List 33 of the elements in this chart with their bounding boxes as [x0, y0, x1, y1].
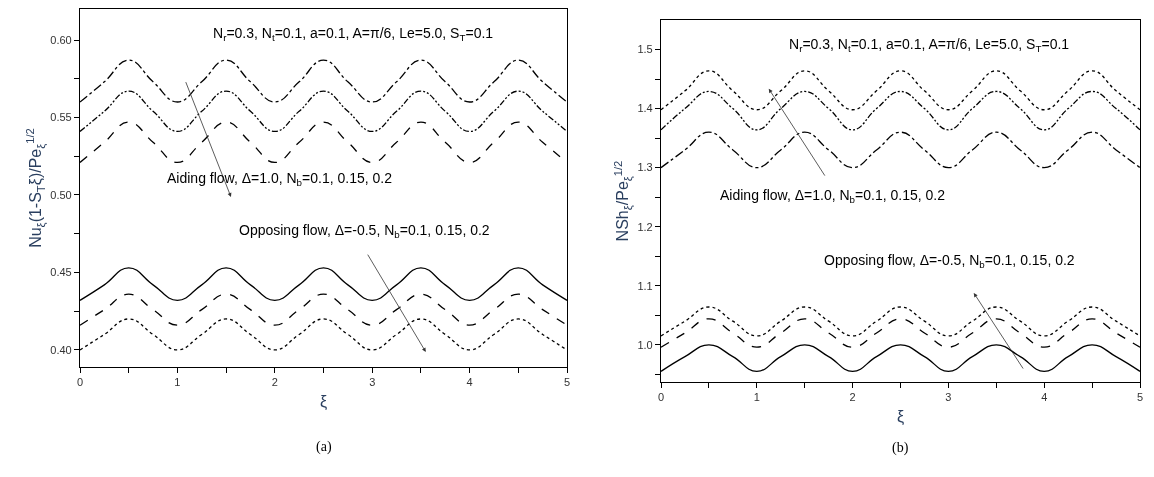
annotation: N$_{r}$=0.3, N$_{t}$=0.1, a=0.1, A=π/6, Le=5.0, S$_{T}$=0.1: [213, 25, 494, 43]
annotation: Aiding flow, Δ=1.0, N$_{b}$=0.1, 0.15, 0.2: [720, 187, 946, 205]
x-tick-label: 0: [657, 391, 665, 404]
y-tick-label: 1.0: [637, 338, 653, 351]
y-tick-label: 1.2: [637, 220, 653, 233]
x-tick-label: 5: [1136, 391, 1144, 404]
x-tick-label: 1: [174, 376, 181, 389]
x-tick-label: 5: [563, 376, 571, 389]
x-tick-label: 1: [753, 391, 760, 404]
annotation: Opposing flow, Δ=-0.5, N$_{b}$=0.1, 0.15, 0.2: [824, 252, 1075, 270]
x-tick-label: 2: [849, 391, 856, 404]
annotation: Aiding flow, Δ=1.0, N$_{b}$=0.1, 0.15, 0.2: [167, 170, 393, 188]
y-tick-label: 0.45: [50, 266, 72, 279]
text: (a): [316, 439, 332, 455]
y-tick-label: 1.5: [637, 43, 653, 56]
x-axis-title: ξ: [896, 408, 905, 426]
text: (b): [892, 440, 909, 456]
y-tick-label: 1.4: [637, 102, 653, 115]
y-tick-label: 1.1: [637, 279, 653, 292]
y-tick-label: 1.3: [637, 161, 653, 174]
x-tick-label: 2: [271, 376, 278, 389]
y-tick-label: 0.60: [50, 33, 72, 46]
x-tick-label: 0: [76, 376, 84, 389]
annotation: Opposing flow, Δ=-0.5, N$_{b}$=0.1, 0.15, 0.2: [239, 222, 490, 240]
x-tick-label: 3: [945, 391, 952, 404]
y-tick-label: 0.50: [50, 188, 72, 201]
annotation: N$_{r}$=0.3, N$_{t}$=0.1, a=0.1, A=π/6, Le=5.0, S$_{T}$=0.1: [789, 36, 1070, 54]
y-tick-label: 0.40: [50, 343, 72, 356]
x-tick-label: 4: [1041, 391, 1048, 404]
x-tick-label: 3: [369, 376, 376, 389]
x-axis-title: ξ: [319, 393, 328, 411]
x-tick-label: 4: [466, 376, 473, 389]
y-tick-label: 0.55: [50, 111, 72, 124]
